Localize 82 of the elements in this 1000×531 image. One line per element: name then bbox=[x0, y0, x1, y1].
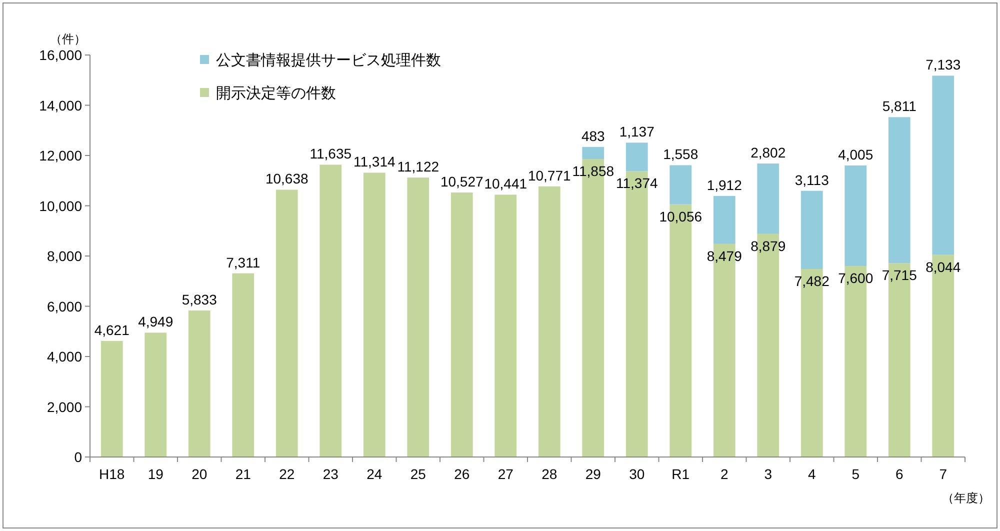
text: （年度） bbox=[942, 491, 990, 505]
x-tick-label: 4 bbox=[808, 466, 816, 482]
data-label: 1,912 bbox=[706, 176, 742, 193]
legend-label: 開示決定等の件数 bbox=[216, 85, 336, 102]
y-tick-label: 2,000 bbox=[46, 398, 82, 415]
data-label: 11,314 bbox=[353, 154, 396, 170]
x-tick-label: 24 bbox=[366, 466, 382, 482]
data-label: 10,527 bbox=[440, 174, 484, 190]
bar bbox=[670, 165, 692, 204]
data-label: 4,005 bbox=[838, 146, 874, 162]
x-tick-label: 3 bbox=[764, 466, 772, 482]
data-label: 1,137 bbox=[619, 124, 655, 140]
y-tick-label: 8,000 bbox=[46, 248, 82, 264]
y-tick-label: 6,000 bbox=[46, 298, 82, 314]
bar bbox=[713, 196, 736, 244]
data-label: 10,056 bbox=[659, 208, 702, 224]
bar bbox=[450, 192, 473, 457]
bar bbox=[888, 117, 910, 264]
y-tick-label: 0 bbox=[74, 449, 82, 465]
data-label: 10,638 bbox=[265, 170, 308, 187]
x-tick-label: 19 bbox=[148, 466, 164, 482]
data-label: 7,133 bbox=[926, 56, 961, 73]
y-tick-label: 12,000 bbox=[39, 148, 82, 164]
x-tick-label: 22 bbox=[279, 466, 295, 482]
y-tick-label: 16,000 bbox=[39, 47, 82, 63]
x-tick-label: 23 bbox=[322, 466, 339, 482]
y-tick-label: 4,000 bbox=[46, 348, 82, 364]
bar bbox=[276, 190, 298, 457]
data-label: 7,600 bbox=[838, 270, 874, 286]
bar bbox=[407, 178, 430, 457]
data-label: 10,771 bbox=[528, 167, 571, 184]
bar bbox=[144, 332, 167, 457]
data-label: 8,044 bbox=[926, 258, 961, 275]
data-label: 2,802 bbox=[750, 144, 786, 161]
data-label: 3,113 bbox=[794, 172, 830, 188]
data-label: 11,635 bbox=[310, 146, 352, 162]
bar bbox=[232, 273, 254, 457]
data-label: 11,374 bbox=[616, 175, 658, 192]
bar bbox=[582, 146, 604, 160]
data-label: 4,621 bbox=[94, 322, 130, 338]
bar bbox=[188, 310, 210, 457]
y-axis-title: （件） bbox=[50, 32, 86, 46]
x-tick-label: 5 bbox=[852, 466, 860, 482]
data-label: 11,858 bbox=[572, 163, 614, 180]
x-tick-label: 21 bbox=[235, 466, 252, 482]
bar bbox=[320, 164, 342, 457]
x-tick-label: 2 bbox=[720, 466, 728, 482]
y-tick-label: 14,000 bbox=[39, 97, 82, 114]
x-tick-label: 6 bbox=[895, 466, 904, 482]
data-label: 10,441 bbox=[484, 176, 528, 192]
bar bbox=[626, 142, 648, 172]
bar bbox=[800, 190, 823, 270]
x-tick-label: 7 bbox=[939, 466, 948, 482]
x-tick-label: 20 bbox=[192, 466, 208, 482]
data-label: 7,715 bbox=[882, 267, 918, 284]
x-tick-label: 29 bbox=[585, 466, 602, 482]
x-tick-label: R1 bbox=[672, 466, 690, 482]
x-tick-label: 30 bbox=[629, 466, 645, 482]
data-label: 8,479 bbox=[706, 248, 742, 264]
data-label: 483 bbox=[581, 128, 606, 144]
x-tick-label: 25 bbox=[410, 466, 426, 482]
bar bbox=[757, 164, 780, 234]
legend-label: 公文書情報提供サービス処理件数 bbox=[216, 52, 441, 69]
data-label: 4,949 bbox=[138, 314, 174, 330]
bar bbox=[932, 76, 954, 255]
bar bbox=[494, 194, 517, 457]
data-label: 1,558 bbox=[663, 146, 698, 162]
x-tick-label: 28 bbox=[542, 466, 558, 482]
y-tick-label: 10,000 bbox=[39, 198, 82, 214]
data-label: 5,811 bbox=[882, 98, 917, 114]
x-tick-label: 26 bbox=[454, 466, 470, 482]
bar bbox=[363, 172, 386, 457]
x-tick-label: 27 bbox=[498, 466, 514, 482]
bar bbox=[844, 165, 867, 266]
data-label: 11,122 bbox=[397, 158, 440, 175]
data-label: 5,833 bbox=[182, 291, 218, 308]
x-tick-label: H18 bbox=[99, 466, 125, 482]
data-label: 7,482 bbox=[794, 273, 830, 290]
data-label: 7,311 bbox=[226, 254, 260, 270]
bar bbox=[538, 186, 560, 457]
data-label: 8,879 bbox=[750, 238, 786, 254]
bar bbox=[100, 340, 123, 457]
